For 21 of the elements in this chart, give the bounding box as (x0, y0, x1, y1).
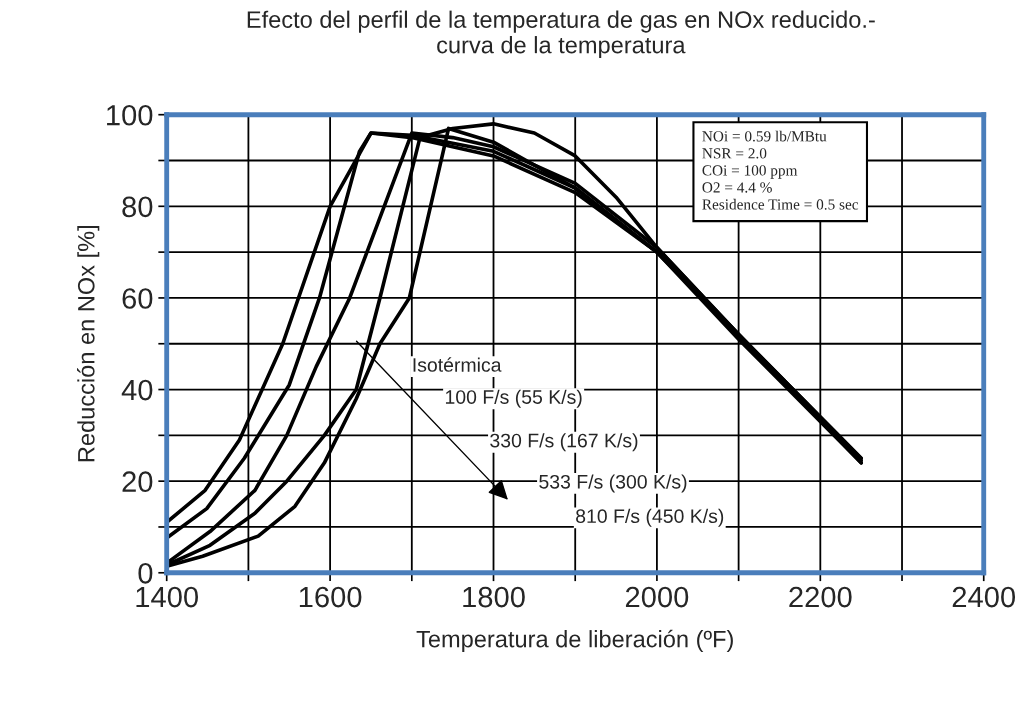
x-tick-label: 2000 (625, 586, 689, 608)
x-tick-label: 1600 (299, 586, 362, 608)
y-tick-label: 40 (121, 379, 153, 401)
y-tick-label: 60 (122, 288, 153, 309)
annotation: NOi = 0.59 lb/MBtu NSR = 2.0 COi = 100 ppm O2 = 4.4 % Residence Time = 0.5 sec (702, 130, 859, 210)
x-tick-label: 1400 (136, 586, 198, 608)
annotation: 330 F/s (167 K/s) (490, 433, 638, 452)
annotation: 810 F/s (450 K/s) (576, 508, 724, 527)
x-tick-label: 1800 (463, 586, 525, 608)
y-tick-label: 0 (138, 562, 153, 584)
x-tick-label: 2400 (952, 586, 1016, 608)
y-tick-label: 20 (122, 471, 153, 493)
x-axis-title: Temperatura de liberación (ºF) (416, 629, 733, 653)
y-tick-label: 80 (122, 196, 153, 218)
y-tick-label: 100 (107, 104, 153, 126)
annotation: Isotérmica (413, 357, 502, 372)
x-tick-label: 2200 (789, 586, 852, 608)
y-axis-title: Reducción en NOx [%] (77, 225, 100, 462)
chart-title: Efecto del perfil de la temperatura de gas en NOx reducido.- curva de la temperatura (247, 10, 875, 59)
annotation: 533 F/s (300 K/s) (539, 474, 687, 493)
annotation: 100 F/s (55 K/s) (445, 389, 582, 408)
